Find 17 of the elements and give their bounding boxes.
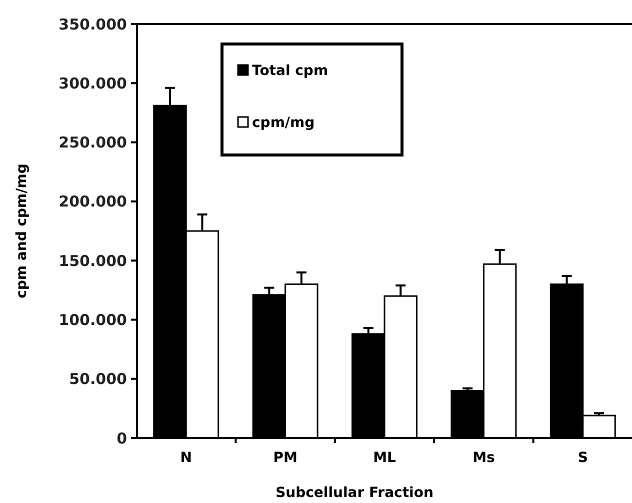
y-tick-label: 250.000 xyxy=(58,134,127,152)
y-tick-label: 100.000 xyxy=(58,310,127,329)
x-tick-label: S xyxy=(578,450,588,466)
y-tick-label: 0 xyxy=(116,429,127,448)
x-axis-title: Subcellular Fraction xyxy=(276,485,434,501)
y-tick-label: 350.000 xyxy=(58,15,127,34)
y-tick-label: 150.000 xyxy=(58,252,127,270)
x-tick-label: Ms xyxy=(472,450,495,466)
legend-label: cpm/mg xyxy=(252,115,315,131)
x-tick-label: N xyxy=(180,450,192,466)
y-axis-title: cpm and cpm/mg xyxy=(14,164,30,298)
y-tick-label: 200.000 xyxy=(58,192,127,211)
legend-label: Total cpm xyxy=(252,63,328,79)
y-tick-label: 300.000 xyxy=(58,74,127,92)
y-tick-label: 50.000 xyxy=(69,370,127,388)
x-tick-label: PM xyxy=(273,450,298,466)
x-tick-label: ML xyxy=(373,450,396,466)
